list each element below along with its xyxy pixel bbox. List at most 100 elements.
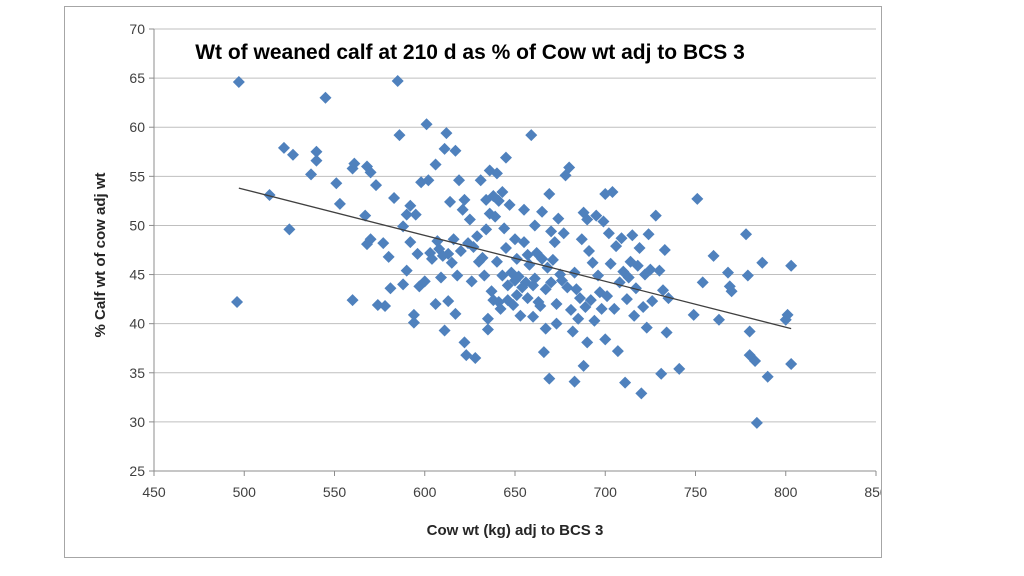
data-point xyxy=(400,264,413,277)
data-point xyxy=(400,208,413,221)
data-point xyxy=(501,279,514,292)
data-point xyxy=(568,266,581,279)
data-point xyxy=(397,278,410,291)
trendline xyxy=(238,187,792,330)
data-point xyxy=(575,233,588,246)
data-point xyxy=(608,302,621,315)
data-point xyxy=(467,241,480,254)
data-point xyxy=(660,326,673,339)
y-tick-label: 60 xyxy=(129,119,145,135)
data-point xyxy=(465,275,478,288)
data-point xyxy=(420,118,433,131)
x-tick-label: 850 xyxy=(864,484,881,500)
data-point xyxy=(409,208,422,221)
data-point xyxy=(393,129,406,142)
data-point xyxy=(637,300,650,313)
data-point xyxy=(404,236,417,249)
axes xyxy=(149,28,877,476)
data-point xyxy=(422,174,435,187)
data-point xyxy=(633,242,646,255)
data-point xyxy=(499,151,512,164)
data-point xyxy=(725,285,738,298)
data-point xyxy=(642,228,655,241)
data-point xyxy=(469,352,482,365)
y-axis-title: % Calf wt of cow adj wt xyxy=(92,172,109,337)
data-point xyxy=(543,372,556,385)
data-point xyxy=(528,272,541,285)
data-point xyxy=(471,230,484,243)
data-point xyxy=(490,255,503,268)
data-point xyxy=(611,345,624,358)
data-point xyxy=(512,270,525,283)
data-point xyxy=(626,229,639,242)
data-point xyxy=(444,195,457,208)
data-point xyxy=(377,237,390,250)
data-point xyxy=(555,274,568,287)
data-point xyxy=(586,256,599,269)
data-point xyxy=(458,336,471,349)
data-point xyxy=(546,253,559,266)
data-point xyxy=(388,191,401,204)
data-point xyxy=(628,309,641,322)
data-point xyxy=(286,148,299,161)
data-point xyxy=(601,290,614,303)
data-point xyxy=(712,313,725,326)
data-point xyxy=(564,303,577,316)
data-point xyxy=(333,197,346,210)
data-point xyxy=(577,359,590,372)
data-point xyxy=(407,308,420,321)
data-point xyxy=(391,75,404,88)
data-point xyxy=(364,166,377,179)
x-axis-title: Cow wt (kg) adj to BCS 3 xyxy=(427,522,604,539)
data-point xyxy=(658,244,671,256)
data-point xyxy=(478,269,491,282)
data-point xyxy=(514,309,527,322)
x-tick-label: 600 xyxy=(413,484,437,500)
data-point xyxy=(507,299,520,312)
data-point xyxy=(310,154,323,167)
data-point xyxy=(480,223,493,236)
data-point xyxy=(481,312,494,325)
data-point xyxy=(496,269,509,282)
data-point xyxy=(501,294,514,307)
data-point xyxy=(629,282,642,295)
data-point xyxy=(379,299,392,312)
data-point xyxy=(463,213,476,226)
data-point xyxy=(548,236,561,249)
data-point xyxy=(646,295,659,308)
data-point xyxy=(545,276,558,289)
data-point xyxy=(602,227,615,240)
chart-title: Wt of weaned calf at 210 d as % of Cow w… xyxy=(195,41,745,64)
data-point xyxy=(534,299,547,312)
data-point xyxy=(550,317,563,330)
y-tick-labels: 25 30 35 40 45 50 55 60 65 70 xyxy=(129,21,145,479)
data-point xyxy=(583,244,596,257)
data-point xyxy=(509,233,521,246)
data-point xyxy=(584,294,597,307)
data-point xyxy=(537,346,550,359)
data-point xyxy=(721,266,734,279)
data-point xyxy=(563,161,576,174)
data-point xyxy=(635,387,648,400)
data-point xyxy=(644,263,657,276)
data-point xyxy=(622,271,635,284)
data-point xyxy=(232,76,245,89)
data-point xyxy=(707,249,720,262)
data-point xyxy=(521,292,534,305)
data-point xyxy=(476,251,489,264)
data-point xyxy=(411,247,424,260)
data-point xyxy=(527,310,540,323)
data-point xyxy=(657,284,670,297)
y-tick-label: 25 xyxy=(129,463,145,479)
data-point xyxy=(438,142,451,155)
data-point xyxy=(741,269,754,282)
data-point xyxy=(263,188,276,201)
data-point xyxy=(434,271,447,284)
data-point xyxy=(503,198,516,211)
data-point xyxy=(631,259,644,272)
data-point xyxy=(458,193,471,206)
data-point xyxy=(619,376,632,389)
y-tick-label: 45 xyxy=(129,267,145,283)
data-point xyxy=(494,302,507,315)
data-point xyxy=(581,213,594,226)
